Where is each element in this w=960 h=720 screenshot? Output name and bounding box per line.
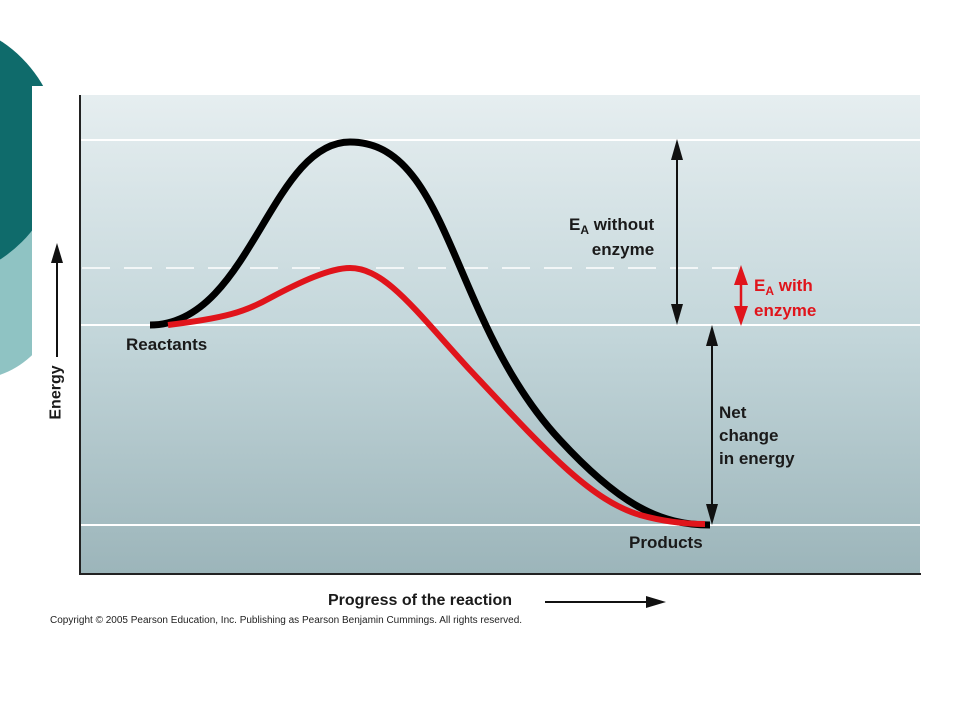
reactants-label: Reactants [126, 335, 208, 354]
y-axis-arrow [51, 243, 63, 357]
x-axis-label: Progress of the reaction [328, 592, 513, 609]
products-label: Products [629, 533, 703, 552]
ea-with-arrow [734, 265, 748, 326]
net-change-arrow [706, 325, 718, 525]
x-axis-arrow [545, 596, 666, 608]
uncatalyzed-curve [149, 138, 711, 529]
ea-with-enzyme-label: EA with enzyme [754, 276, 817, 320]
ea-without-enzyme-label: EA without enzyme [569, 215, 655, 259]
y-axis-label: Energy [47, 365, 65, 420]
catalyzed-curve [167, 264, 706, 527]
net-change-label: Net change in energy [719, 403, 795, 468]
plot-background [80, 95, 920, 573]
copyright-notice: Copyright © 2005 Pearson Education, Inc.… [50, 615, 523, 626]
ea-without-arrow [671, 139, 683, 325]
